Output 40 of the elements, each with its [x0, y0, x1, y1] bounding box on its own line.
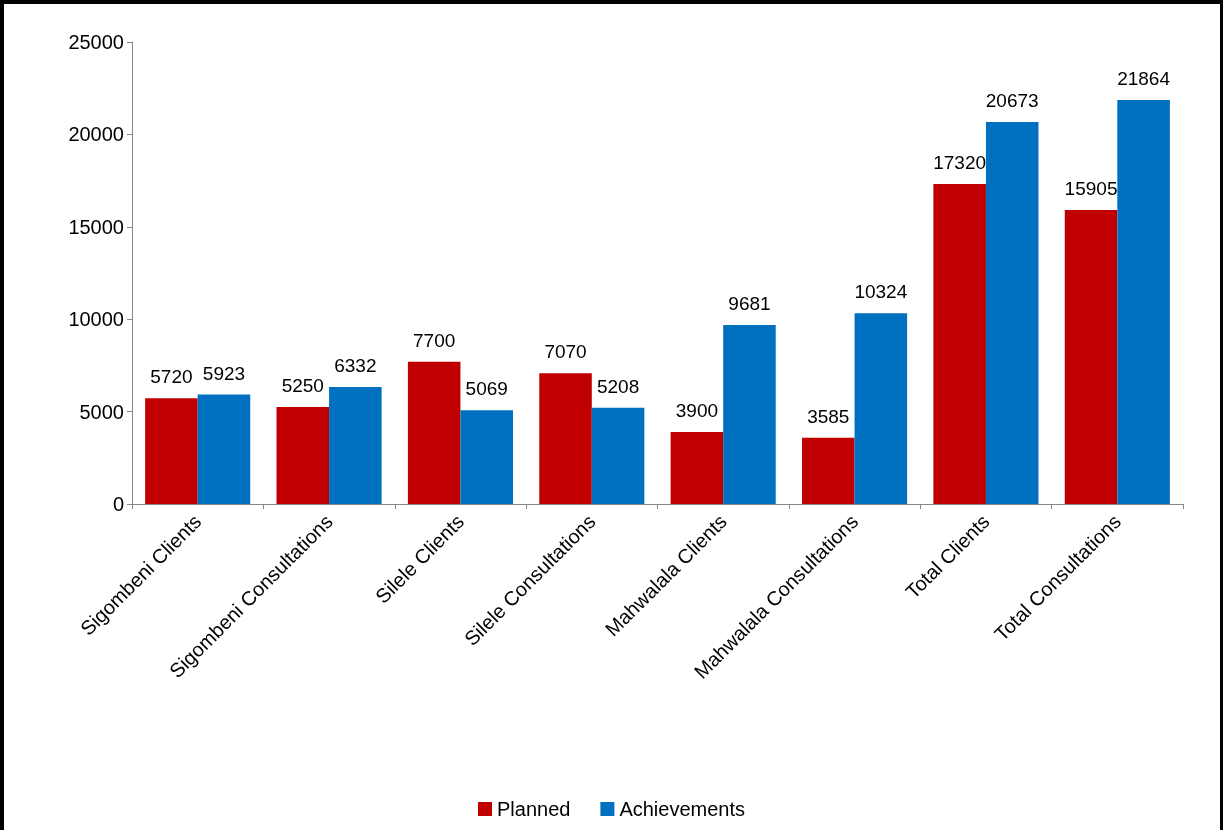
data-label: 21864: [1117, 67, 1171, 89]
bar: [197, 394, 251, 504]
bar: [1064, 210, 1118, 504]
legend-label: Achievements: [619, 798, 746, 820]
y-tick-label: 5000: [79, 400, 124, 423]
y-tick-label: 20000: [68, 123, 124, 146]
bar: [1117, 99, 1170, 504]
data-label: 10324: [854, 281, 908, 303]
bar: [276, 406, 330, 504]
bar: [723, 325, 776, 504]
data-label: 5208: [596, 375, 640, 397]
data-label: 17320: [933, 151, 987, 173]
data-label: 7070: [544, 341, 587, 363]
data-label: 3585: [807, 405, 850, 427]
data-label: 5720: [150, 366, 193, 388]
bar: [802, 437, 855, 504]
data-label: 7700: [413, 329, 456, 351]
y-tick-label: 25000: [68, 31, 124, 53]
bar: [933, 183, 986, 504]
data-label: 5069: [465, 378, 508, 400]
y-tick-label: 10000: [68, 308, 124, 331]
bar: [460, 410, 513, 504]
bar: [854, 313, 908, 504]
data-label: 6332: [334, 354, 377, 376]
bar: [407, 361, 461, 504]
bar: [670, 431, 724, 504]
data-label: 3900: [675, 399, 719, 421]
data-label: 9681: [728, 293, 771, 315]
bar: [539, 373, 592, 504]
data-label: 5923: [202, 362, 246, 384]
legend-label: Planned: [496, 798, 571, 820]
data-label: 15905: [1064, 178, 1118, 200]
bar: [329, 386, 382, 504]
bar: [591, 407, 645, 504]
y-tick-label: 15000: [68, 215, 124, 238]
data-label: 5250: [281, 374, 324, 396]
data-label: 20673: [985, 89, 1039, 111]
y-tick-label: 0: [112, 493, 124, 515]
bar: [985, 121, 1039, 504]
bar: [145, 398, 198, 504]
